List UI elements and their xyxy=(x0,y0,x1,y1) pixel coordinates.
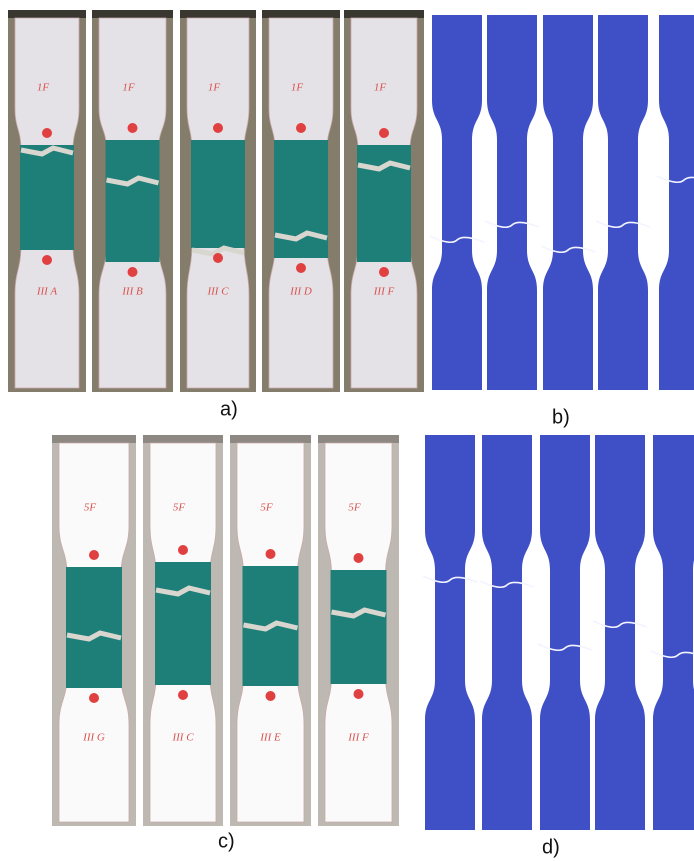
panel-label: b) xyxy=(552,406,570,428)
model-specimen xyxy=(595,435,645,830)
model-specimen xyxy=(653,435,694,830)
specimen-label: III D xyxy=(289,286,312,298)
coating xyxy=(274,140,328,258)
marker-dot xyxy=(354,553,364,563)
marker-dot xyxy=(89,550,99,560)
specimen-label: III A xyxy=(36,286,58,298)
marker-dot xyxy=(213,123,223,133)
model-specimen xyxy=(425,435,475,830)
model-specimen xyxy=(543,15,593,390)
model-specimen xyxy=(659,15,694,390)
specimen-label: III F xyxy=(373,286,395,298)
model-specimen xyxy=(432,15,482,390)
model-specimen xyxy=(482,435,532,830)
specimen-label: 1F xyxy=(291,82,304,94)
marker-dot xyxy=(379,128,389,138)
specimen-label: 1F xyxy=(37,82,50,94)
page: {"panels": [ {"label": "a)", "specimens"… xyxy=(0,0,694,861)
specimen-label: 5F xyxy=(84,502,97,514)
frame-top xyxy=(230,435,311,443)
marker-dot xyxy=(213,253,223,263)
frame-top xyxy=(92,10,173,18)
specimen-label: 1F xyxy=(122,82,135,94)
marker-dot xyxy=(379,267,389,277)
marker-dot xyxy=(354,689,364,699)
specimen-label: 5F xyxy=(260,502,273,514)
coating xyxy=(155,562,211,685)
marker-dot xyxy=(266,549,276,559)
frame-top xyxy=(344,10,424,18)
specimen-label: 5F xyxy=(173,502,186,514)
figure: a) b) c) d) 1F III A 1F III B 1F III C 1F III D… xyxy=(0,0,694,861)
marker-dot xyxy=(296,263,306,273)
frame-top xyxy=(180,10,256,18)
panel-label: d) xyxy=(542,836,560,858)
specimen-label: III B xyxy=(121,286,143,298)
coating xyxy=(331,570,387,684)
specimen-label: III E xyxy=(259,732,281,744)
marker-dot xyxy=(89,693,99,703)
frame-top xyxy=(52,435,136,443)
marker-dot xyxy=(128,123,138,133)
specimen-label: 5F xyxy=(348,502,361,514)
coating xyxy=(191,140,245,248)
specimen-label: III C xyxy=(206,286,229,298)
marker-dot xyxy=(128,267,138,277)
marker-dot xyxy=(266,691,276,701)
panel-label: c) xyxy=(218,830,235,852)
frame-top xyxy=(318,435,399,443)
marker-dot xyxy=(42,128,52,138)
frame-top xyxy=(8,10,86,18)
specimen-label: III F xyxy=(347,732,369,744)
model-specimen xyxy=(487,15,537,390)
coating xyxy=(20,145,74,250)
marker-dot xyxy=(296,123,306,133)
model-specimen xyxy=(540,435,590,830)
frame-top xyxy=(262,10,340,18)
marker-dot xyxy=(42,255,52,265)
frame-top xyxy=(143,435,223,443)
specimen-label: III G xyxy=(82,732,105,744)
specimen-label: 1F xyxy=(374,82,387,94)
coating xyxy=(106,140,160,262)
model-specimen xyxy=(598,15,648,390)
coating xyxy=(357,145,411,262)
marker-dot xyxy=(178,545,188,555)
marker-dot xyxy=(178,690,188,700)
coating xyxy=(66,567,122,688)
specimen-label: III C xyxy=(171,732,194,744)
specimen-label: 1F xyxy=(208,82,221,94)
panel-label: a) xyxy=(220,398,238,420)
